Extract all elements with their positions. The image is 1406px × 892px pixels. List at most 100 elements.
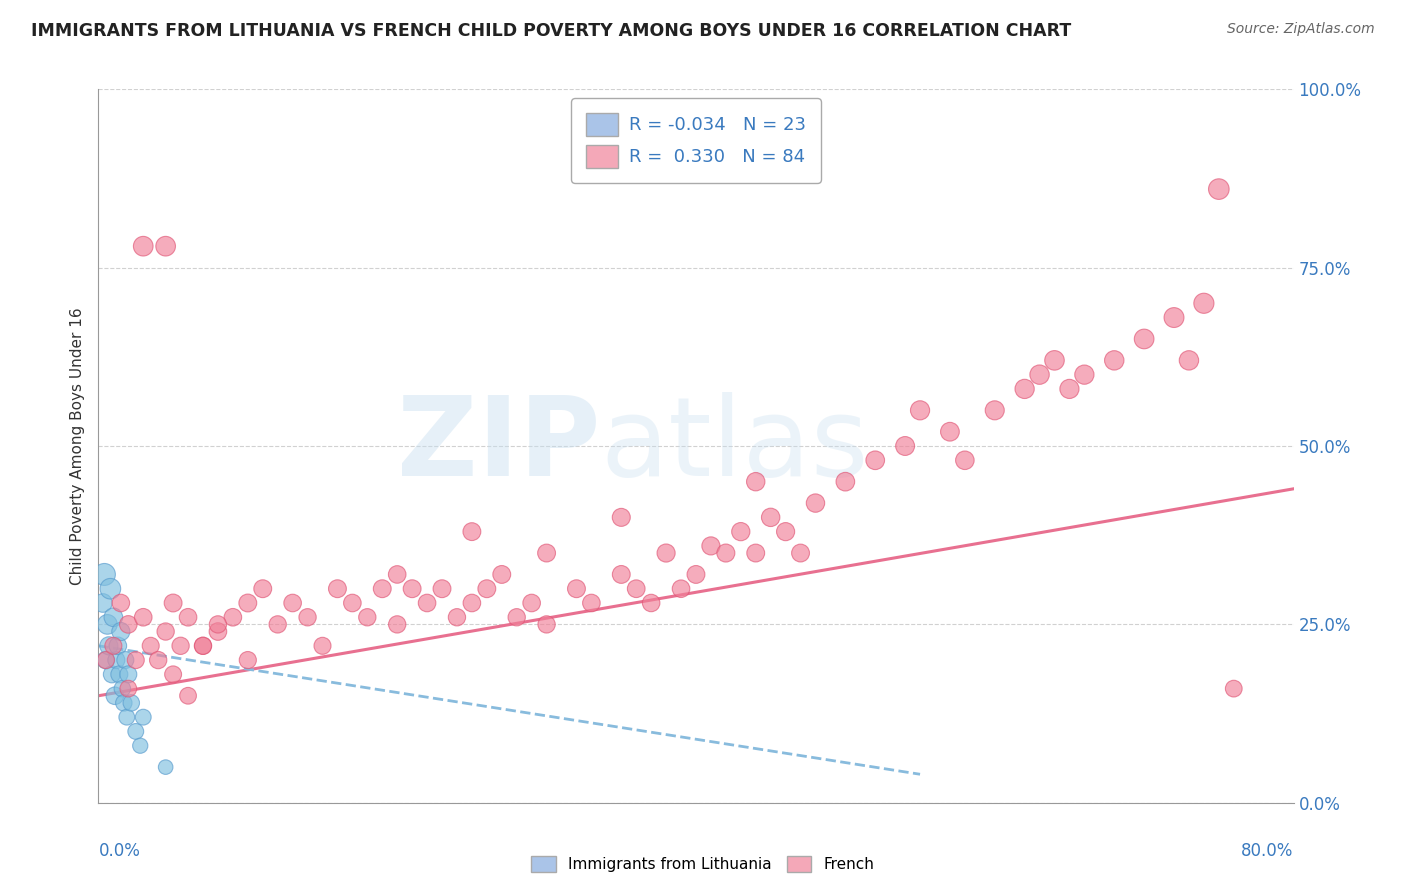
Point [610,510,633,524]
Point [745,475,768,489]
Point [103,610,125,624]
Point [236,596,259,610]
Point [191,639,214,653]
Point [536,546,558,560]
Point [1133,332,1156,346]
Text: atlas: atlas [600,392,869,500]
Point [155,624,177,639]
Point [162,667,184,681]
Point [669,582,692,596]
Point [155,239,177,253]
Point [939,425,962,439]
Point [108,667,131,681]
Point [117,667,139,681]
Point [1223,681,1246,696]
Point [1028,368,1050,382]
Point [132,710,155,724]
Point [107,639,129,653]
Point [125,653,148,667]
Point [125,724,148,739]
Legend: Immigrants from Lithuania, French: Immigrants from Lithuania, French [524,848,882,880]
Point [491,567,513,582]
Point [110,624,132,639]
Point [1178,353,1201,368]
Text: Source: ZipAtlas.com: Source: ZipAtlas.com [1227,22,1375,37]
Point [865,453,887,467]
Point [342,596,364,610]
Point [416,596,439,610]
Point [700,539,723,553]
Point [536,617,558,632]
Point [953,453,976,467]
Point [371,582,394,596]
Text: 80.0%: 80.0% [1241,842,1294,860]
Point [446,610,468,624]
Point [104,689,127,703]
Text: IMMIGRANTS FROM LITHUANIA VS FRENCH CHILD POVERTY AMONG BOYS UNDER 16 CORRELATIO: IMMIGRANTS FROM LITHUANIA VS FRENCH CHIL… [31,22,1071,40]
Point [98,582,122,596]
Point [96,617,118,632]
Point [655,546,678,560]
Point [461,524,484,539]
Text: ZIP: ZIP [396,392,600,500]
Point [1104,353,1126,368]
Point [430,582,453,596]
Point [1163,310,1185,325]
Point [97,639,120,653]
Point [565,582,588,596]
Point [461,596,484,610]
Point [1043,353,1066,368]
Point [745,546,768,560]
Point [1208,182,1230,196]
Point [640,596,662,610]
Point [117,617,139,632]
Point [385,617,409,632]
Point [520,596,543,610]
Point [114,653,136,667]
Point [110,596,132,610]
Point [94,653,117,667]
Legend: R = -0.034   N = 23, R =  0.330   N = 84: R = -0.034 N = 23, R = 0.330 N = 84 [571,98,821,183]
Point [207,624,229,639]
Point [177,689,200,703]
Point [139,639,162,653]
Point [120,696,142,710]
Point [506,610,529,624]
Point [326,582,349,596]
Point [1073,368,1095,382]
Point [162,596,184,610]
Point [610,567,633,582]
Point [789,546,811,560]
Y-axis label: Child Poverty Among Boys Under 16: Child Poverty Among Boys Under 16 [69,307,84,585]
Point [908,403,931,417]
Point [111,681,134,696]
Point [894,439,917,453]
Point [311,639,333,653]
Point [984,403,1007,417]
Point [191,639,214,653]
Point [236,653,259,667]
Point [117,681,139,696]
Point [91,596,114,610]
Point [626,582,648,596]
Point [132,610,155,624]
Point [177,610,200,624]
Point [1059,382,1081,396]
Point [714,546,737,560]
Point [356,610,378,624]
Point [94,653,117,667]
Point [1192,296,1215,310]
Point [804,496,827,510]
Point [267,617,290,632]
Point [148,653,170,667]
Point [252,582,274,596]
Point [1014,382,1036,396]
Point [132,239,155,253]
Point [115,710,138,724]
Point [759,510,782,524]
Point [112,696,135,710]
Point [222,610,245,624]
Point [155,760,177,774]
Point [101,667,124,681]
Point [103,639,125,653]
